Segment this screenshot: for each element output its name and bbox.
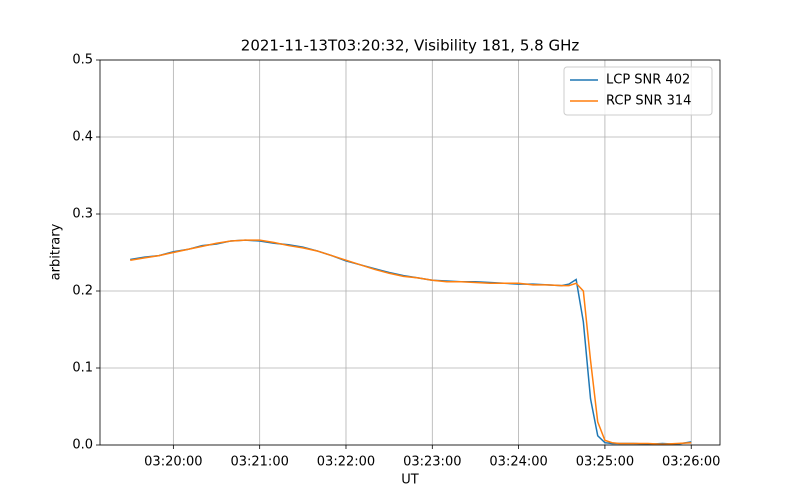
data-line <box>130 239 692 445</box>
x-tick-label: 03:25:00 <box>576 455 634 470</box>
legend-box <box>563 66 713 116</box>
x-tick-label: 03:26:00 <box>662 455 720 470</box>
x-tick-label: 03:21:00 <box>230 455 288 470</box>
legend-label: LCP SNR 402 <box>606 73 690 88</box>
chart-title: 2021-11-13T03:20:32, Visibility 181, 5.8… <box>241 37 580 55</box>
y-tick-label: 0.3 <box>72 207 93 222</box>
y-tick-label: 0.4 <box>72 130 93 145</box>
y-tick-label: 0.0 <box>72 438 93 453</box>
x-tick-label: 03:23:00 <box>403 455 461 470</box>
x-axis-label: UT <box>401 473 419 488</box>
y-tick-label: 0.5 <box>72 53 93 68</box>
x-tick-label: 03:24:00 <box>489 455 547 470</box>
data-line <box>130 239 692 445</box>
plot-frame <box>99 59 721 446</box>
y-tick-label: 0.1 <box>72 361 93 376</box>
y-axis-label: arbitrary <box>49 223 64 280</box>
legend: LCP SNR 402 RCP SNR 314 <box>563 66 713 116</box>
x-tick-label: 03:22:00 <box>317 455 375 470</box>
y-tick-label: 0.2 <box>72 284 93 299</box>
x-tick-label: 03:20:00 <box>144 455 202 470</box>
legend-label: RCP SNR 314 <box>606 94 691 109</box>
